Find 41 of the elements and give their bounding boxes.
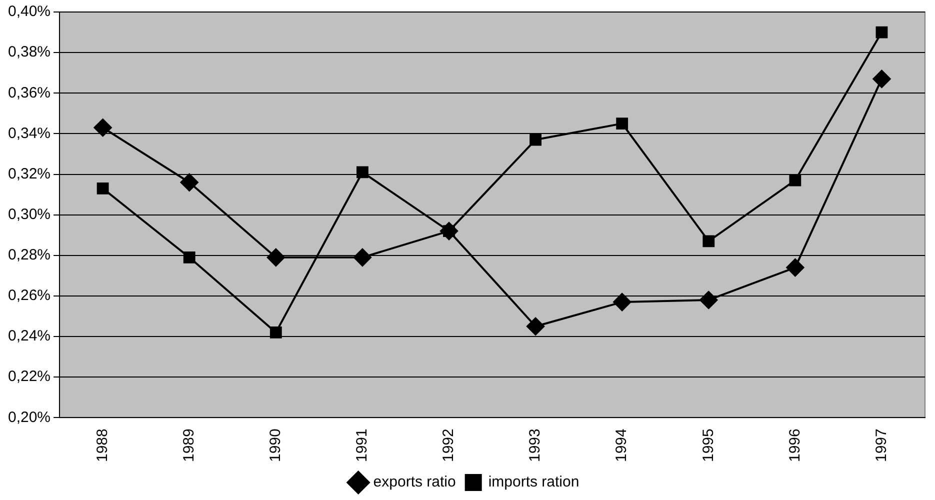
point (616, 118, 628, 130)
y-tick-label: 0,32% (8, 165, 51, 182)
point (876, 26, 888, 38)
point (96, 182, 109, 194)
point (789, 174, 802, 186)
y-tick-label: 0,20% (8, 408, 51, 426)
point (183, 251, 196, 264)
y-tick-label: 0,30% (8, 206, 51, 223)
point (700, 291, 718, 309)
y-tick-label: 0,40% (8, 3, 51, 20)
y-tick-label: 0,34% (8, 124, 51, 142)
point (180, 173, 198, 192)
y-tick-label: 0,26% (8, 287, 51, 304)
x-tick-label: 1991 (354, 428, 371, 462)
x-tick-label: 1992 (440, 428, 458, 462)
y-tick-label: 0,38% (8, 44, 51, 61)
x-tick-label: 1993 (526, 428, 544, 462)
point (353, 248, 372, 266)
x-tick-label: 1989 (180, 428, 198, 462)
point (872, 70, 891, 88)
point (266, 248, 285, 266)
legend-label: imports ration (488, 474, 580, 491)
point (94, 118, 112, 137)
y-tick-label: 0,22% (8, 368, 51, 386)
x-tick-label: 1996 (786, 428, 804, 462)
legend-label: exports ratio (373, 474, 456, 491)
point (702, 235, 715, 248)
point (613, 293, 632, 312)
point (270, 326, 282, 338)
x-tick-label: 1995 (700, 428, 717, 462)
point (356, 166, 368, 178)
y-tick-label: 0,28% (8, 246, 51, 264)
point (526, 317, 545, 336)
x-tick-label: 1988 (94, 428, 111, 462)
x-tick-label: 1997 (872, 428, 890, 462)
y-tick-label: 0,36% (8, 84, 51, 102)
y-tick-label: 0,24% (8, 328, 51, 345)
point (530, 134, 542, 146)
x-tick-label: 1994 (613, 428, 630, 462)
x-tick-label: 1990 (267, 428, 284, 462)
point (786, 258, 804, 277)
